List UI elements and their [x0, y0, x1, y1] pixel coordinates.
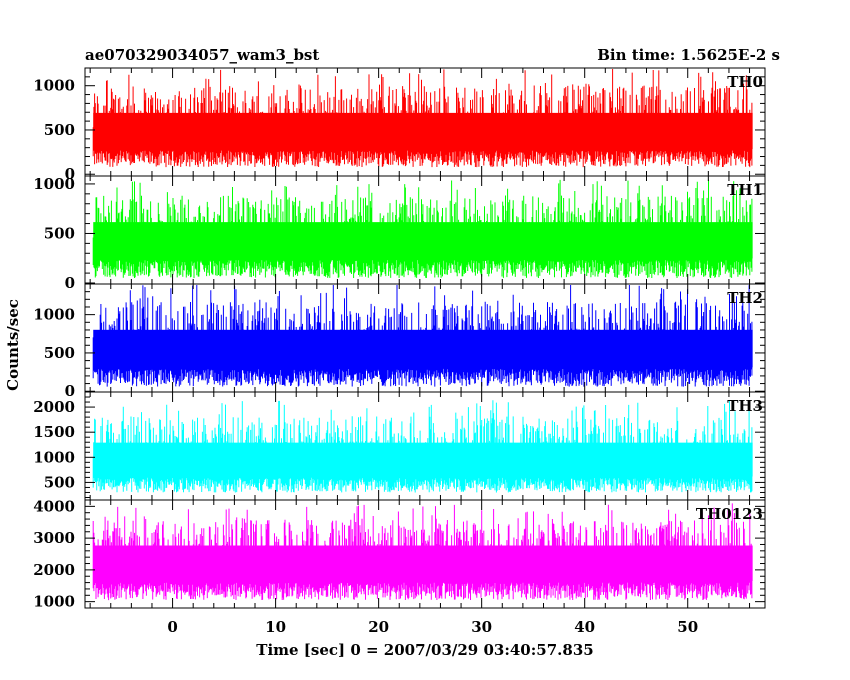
y-tick-label: 1000 — [33, 175, 75, 193]
x-axis-label: Time [sec] 0 = 2007/03/29 03:40:57.835 — [256, 641, 593, 659]
x-tick-label: 0 — [167, 618, 177, 636]
y-tick-label: 500 — [44, 121, 75, 139]
panel-label-th0: TH0 — [727, 73, 763, 91]
panel-label-th1: TH1 — [727, 181, 763, 199]
x-tick-label: 40 — [574, 618, 595, 636]
y-tick-label: 0 — [65, 274, 75, 292]
series-th0 — [92, 69, 753, 168]
y-tick-label: 2000 — [33, 561, 75, 579]
y-tick-label: 0 — [65, 165, 75, 183]
series-th0-band — [93, 112, 753, 150]
x-tick-label: 20 — [368, 618, 389, 636]
y-tick-label: 1000 — [33, 448, 75, 466]
series-th1-band — [93, 222, 753, 259]
series-th2-band — [93, 329, 753, 368]
bin-time-label: Bin time: 1.5625E-2 s — [597, 46, 780, 64]
series-th1 — [92, 179, 753, 278]
y-tick-label: 1500 — [33, 423, 75, 441]
y-axis-label: Counts/sec — [4, 299, 22, 391]
y-tick-label: 500 — [44, 224, 75, 242]
y-tick-label: 1000 — [33, 306, 75, 324]
y-tick-label: 500 — [44, 473, 75, 491]
x-tick-label: 50 — [677, 618, 698, 636]
y-tick-label: 3000 — [33, 529, 75, 547]
panel-label-th2: TH2 — [727, 289, 763, 307]
y-tick-label: 1000 — [33, 593, 75, 611]
y-tick-label: 0 — [65, 382, 75, 400]
series-th3-band — [93, 442, 753, 477]
x-tick-label: 10 — [265, 618, 286, 636]
chart-title: ae070329034057_wam3_bst — [85, 46, 319, 64]
y-tick-label: 500 — [44, 344, 75, 362]
x-tick-label: 30 — [471, 618, 492, 636]
series-th2 — [92, 285, 753, 387]
y-tick-label: 1000 — [33, 77, 75, 95]
y-tick-label: 2000 — [33, 398, 75, 416]
series-th0123-band — [93, 545, 753, 581]
series-th3 — [92, 400, 753, 493]
series-th0123 — [92, 503, 753, 601]
panel-label-th0123: TH0123 — [696, 505, 763, 523]
panel-label-th3: TH3 — [727, 397, 763, 415]
y-tick-label: 4000 — [33, 497, 75, 515]
panel-frame — [84, 499, 766, 609]
